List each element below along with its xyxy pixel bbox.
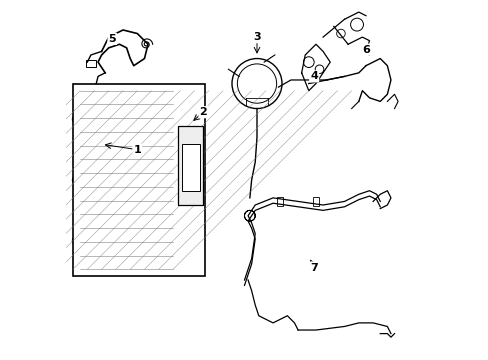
Text: 7: 7 bbox=[310, 262, 317, 273]
Bar bbox=[80, 91, 173, 269]
Circle shape bbox=[183, 191, 190, 198]
Text: 3: 3 bbox=[253, 32, 260, 42]
Bar bbox=[277, 197, 283, 206]
Bar bbox=[85, 60, 96, 67]
Text: 5: 5 bbox=[108, 34, 116, 44]
Bar bbox=[73, 84, 205, 276]
Text: 4: 4 bbox=[309, 71, 318, 81]
Bar bbox=[182, 144, 200, 191]
Bar bbox=[312, 197, 318, 206]
Circle shape bbox=[190, 191, 198, 198]
Bar bbox=[173, 102, 185, 258]
Text: 2: 2 bbox=[199, 107, 207, 117]
Text: 6: 6 bbox=[361, 45, 369, 55]
Bar bbox=[178, 126, 203, 205]
Text: 1: 1 bbox=[133, 145, 141, 155]
